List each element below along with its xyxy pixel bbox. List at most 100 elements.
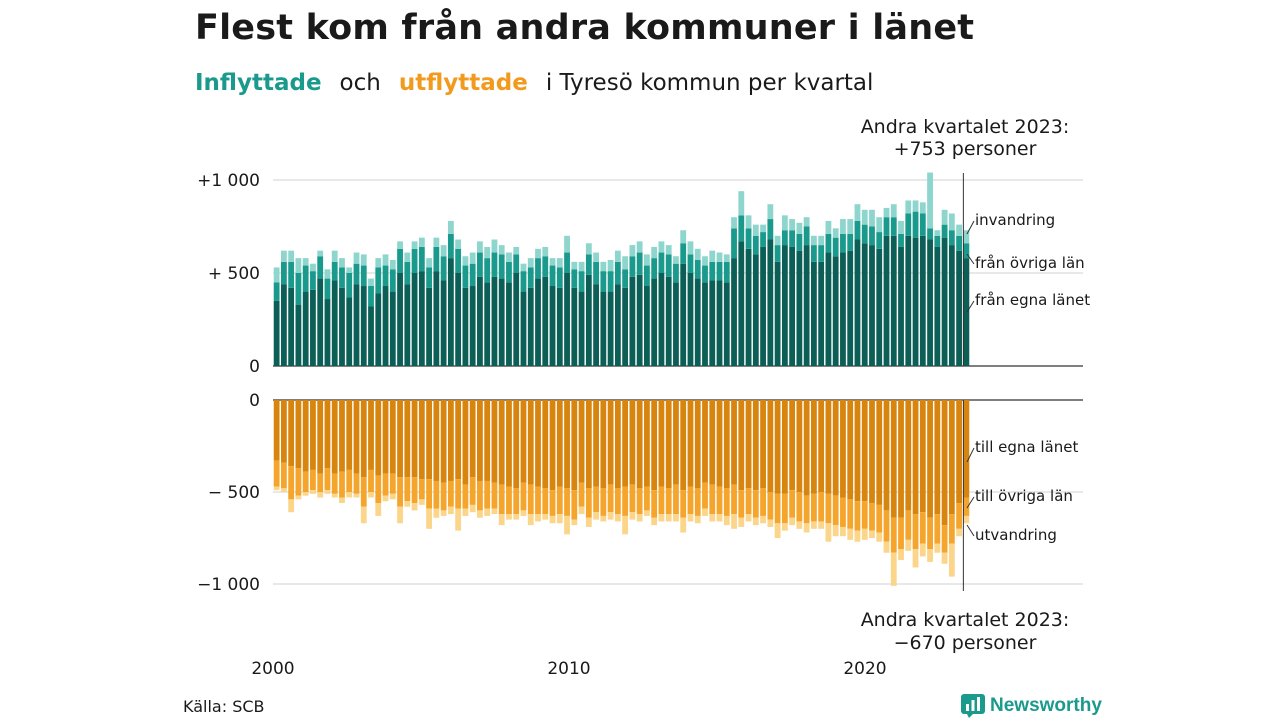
bar-in-other-county — [745, 228, 752, 249]
top-series-label-leader — [966, 253, 975, 265]
bar-in-other-county — [535, 258, 541, 279]
bar-out-own-county — [375, 400, 382, 476]
bar-in-own-county — [295, 304, 302, 366]
bar-in-immigration — [571, 261, 578, 270]
bar-in-own-county — [491, 276, 498, 366]
bar-in-immigration — [912, 200, 919, 212]
bar-out-other-county — [585, 488, 592, 518]
bar-out-other-county — [498, 484, 505, 515]
bar-in-other-county — [644, 265, 650, 287]
bar-in-immigration — [542, 246, 549, 257]
bar-out-emigration — [796, 521, 803, 529]
bar-in-immigration — [397, 241, 403, 249]
bar-in-own-county — [752, 254, 759, 366]
bar-out-emigration — [767, 519, 774, 527]
chart-title: Flest kom från andra kommuner i länet — [195, 8, 975, 48]
bar-in-immigration — [484, 246, 491, 259]
bar-out-other-county — [912, 514, 919, 550]
bar-in-other-county — [447, 233, 454, 259]
bar-out-emigration — [455, 508, 462, 531]
bar-in-immigration — [578, 261, 585, 272]
bar-in-own-county — [353, 284, 360, 366]
bar-in-other-county — [716, 261, 723, 281]
bar-in-own-county — [455, 273, 462, 366]
top-series-label: från övriga län — [975, 254, 1085, 272]
bar-out-own-county — [368, 400, 374, 470]
bar-in-own-county — [469, 286, 476, 366]
bar-out-other-county — [491, 482, 498, 509]
bar-in-other-county — [796, 233, 803, 251]
bar-in-other-county — [941, 224, 948, 238]
bar-out-other-county — [513, 488, 520, 515]
bar-in-other-county — [520, 271, 527, 292]
bar-out-own-county — [832, 400, 839, 496]
bar-in-own-county — [346, 297, 353, 366]
bar-in-other-county — [593, 261, 599, 285]
bar-in-own-county — [498, 278, 505, 366]
bar-in-immigration — [832, 228, 839, 238]
bar-in-own-county — [898, 246, 904, 366]
bar-in-own-county — [375, 293, 382, 366]
subtitle-rest: i Tyresö kommun per kvartal — [545, 70, 874, 96]
subtitle-inflyttade: Inflyttade — [195, 70, 322, 96]
bar-out-own-county — [397, 400, 403, 478]
bar-out-own-county — [331, 400, 338, 474]
bar-out-other-county — [433, 480, 440, 509]
bar-out-emigration — [840, 526, 846, 537]
bar-in-other-county — [389, 269, 396, 292]
bottom-y-tick-label: −1 000 — [197, 575, 260, 595]
bar-in-other-county — [607, 271, 614, 292]
bar-out-emigration — [440, 510, 447, 516]
bar-out-other-county — [535, 486, 541, 515]
bar-in-immigration — [368, 278, 374, 287]
bar-in-other-county — [752, 235, 759, 255]
bar-out-emigration — [571, 519, 578, 526]
bar-in-immigration — [651, 246, 658, 259]
bar-out-emigration — [375, 503, 382, 516]
bar-in-other-county — [498, 254, 505, 279]
bar-out-other-county — [346, 469, 353, 492]
bar-out-emigration — [658, 514, 665, 522]
bar-in-other-county — [477, 252, 483, 277]
bar-out-own-county — [680, 400, 687, 491]
bar-in-other-county — [832, 237, 839, 257]
bar-out-emigration — [890, 552, 897, 586]
top-annotation-line1: Andra kvartalet 2023: — [861, 116, 1070, 138]
bar-out-own-county — [803, 400, 810, 496]
bar-out-other-county — [389, 473, 396, 494]
bar-out-own-county — [295, 400, 302, 469]
bar-out-emigration — [665, 514, 672, 522]
bar-in-immigration — [673, 256, 679, 264]
bar-out-emigration — [731, 514, 737, 529]
bar-out-own-county — [513, 400, 520, 489]
bar-out-own-county — [810, 400, 817, 494]
bar-in-immigration — [803, 217, 810, 227]
bar-out-emigration — [447, 506, 454, 515]
bar-out-own-county — [288, 400, 295, 467]
bar-in-other-county — [861, 224, 868, 244]
bar-in-own-county — [426, 287, 433, 366]
bar-out-other-county — [709, 484, 716, 515]
top-series-label-leader — [966, 300, 975, 313]
bar-out-emigration — [607, 512, 614, 520]
bar-in-immigration — [469, 252, 476, 264]
bar-out-emigration — [273, 486, 280, 491]
bar-in-own-county — [789, 246, 796, 366]
bar-in-immigration — [462, 256, 469, 266]
bar-out-other-county — [956, 503, 963, 529]
bar-out-emigration — [346, 492, 353, 498]
bar-out-own-county — [404, 400, 411, 478]
bar-in-own-county — [702, 282, 708, 366]
bar-out-other-county — [527, 484, 534, 515]
bar-out-other-county — [723, 488, 730, 516]
bar-in-immigration — [527, 258, 534, 268]
bar-in-immigration — [324, 269, 331, 279]
bar-in-other-county — [549, 265, 556, 287]
bar-in-own-county — [280, 284, 287, 366]
bar-in-own-county — [288, 287, 295, 366]
bar-out-emigration — [818, 521, 825, 529]
bar-in-immigration — [389, 259, 396, 270]
bar-in-own-county — [767, 239, 774, 366]
bar-in-own-county — [477, 276, 483, 366]
bar-in-own-county — [484, 282, 491, 366]
